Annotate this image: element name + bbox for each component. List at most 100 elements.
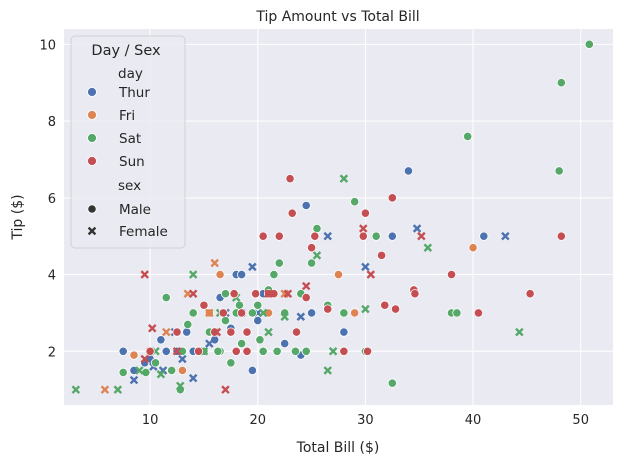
legend-label-female: Female [119,224,168,240]
data-point-sat [188,270,198,279]
data-point-thur [253,315,263,326]
data-point-fri [129,350,139,360]
data-point-sat [423,243,433,252]
data-point-sat [339,174,349,183]
data-point-fri [162,327,171,337]
data-point-sat [312,251,322,260]
data-point-sat [339,308,349,318]
x-tick-label: 30 [357,413,374,428]
data-point-sat [584,39,594,49]
data-point-sat [371,231,381,241]
data-point-sat [258,308,268,318]
legend-label-fri: Fri [119,108,135,124]
data-point-sat [71,385,81,394]
data-point-sun [172,347,182,356]
data-point-sun [301,281,311,291]
data-point-sun [366,270,376,279]
data-point-fri [350,308,360,318]
data-point-sun [274,231,284,241]
data-point-sun [199,300,209,310]
data-point-sun [188,289,198,298]
data-point-sun [258,231,268,241]
data-point-sat [312,223,322,234]
data-point-sat [258,346,268,356]
chart-title: Tip Amount vs Total Bill [255,9,419,25]
data-point-sat [301,346,311,356]
data-point-sat [118,367,128,377]
data-point-sat [255,335,265,345]
data-point-sun [380,300,390,310]
data-point-thur [412,224,422,233]
data-point-sun [237,308,247,318]
legend-label-thur: Thur [118,85,150,101]
legend-box [70,35,186,249]
data-point-thur [156,335,166,345]
legend-marker-sun [87,156,97,166]
data-point-thur [129,375,139,385]
legend-marker-male [87,204,97,214]
data-point-sun [310,231,320,241]
data-point-sun [291,327,302,337]
data-point-sat [290,346,301,356]
data-point-sat [113,385,123,394]
data-point-sun [264,289,273,298]
data-point-sun [417,231,426,241]
data-point-sat [361,304,370,314]
x-tick-label: 20 [249,413,266,428]
data-point-sun [251,289,261,299]
data-point-sat [274,258,284,268]
data-point-sun [210,327,220,337]
y-axis-label: Tip ($) [10,194,26,240]
data-point-sat [269,269,279,280]
x-tick-label: 10 [142,413,159,428]
data-point-sun [376,250,387,260]
data-point-thur [118,346,128,356]
data-point-sun [140,270,149,279]
y-tick-labels: 2 4 6 8 10 [39,38,56,360]
data-point-thur [296,312,306,322]
data-point-thur [301,200,311,211]
data-point-thur [323,231,332,241]
data-point-sun [410,289,420,299]
data-point-thur [280,339,290,349]
data-point-sat [452,308,462,318]
data-point-sun [387,193,397,203]
data-point-sat [554,166,564,176]
data-point-thur [178,354,187,364]
data-point-thur [361,262,370,272]
x-tick-label: 40 [465,413,482,428]
data-point-sat [213,346,223,356]
data-point-thur [387,231,397,241]
data-point-sun [193,346,204,356]
data-point-sat [167,365,177,376]
legend-label-sat: Sat [119,131,141,147]
data-point-sat [463,131,473,142]
data-point-sun [145,346,155,356]
data-point-thur [161,346,171,356]
data-point-sat [387,378,397,388]
y-tick-label: 8 [48,115,56,130]
data-point-fri [177,365,188,376]
data-point-sat [176,381,185,391]
data-point-thur [339,327,349,337]
data-point-sat [280,312,289,322]
y-tick-label: 6 [48,192,56,207]
data-point-sun [556,231,566,241]
legend-label-sun: Sun [119,154,145,170]
data-point-sun [339,346,349,356]
data-point-sun [229,289,239,299]
legend-marker-thur [87,87,97,97]
data-point-sun [362,346,373,356]
data-point-sat [234,300,245,310]
data-point-sat [183,319,193,330]
data-point-sat [328,347,338,356]
data-point-sun [390,304,401,314]
data-point-sat [556,78,566,88]
y-tick-label: 4 [48,269,56,284]
data-point-sun [212,327,222,337]
data-point-sat [220,315,231,326]
legend-marker-female [87,226,97,236]
data-point-sat [156,370,166,379]
data-point-sat [237,339,247,349]
legend: Day / Sex day Thur Fri Sat Sun sex Male Fema… [70,35,186,249]
